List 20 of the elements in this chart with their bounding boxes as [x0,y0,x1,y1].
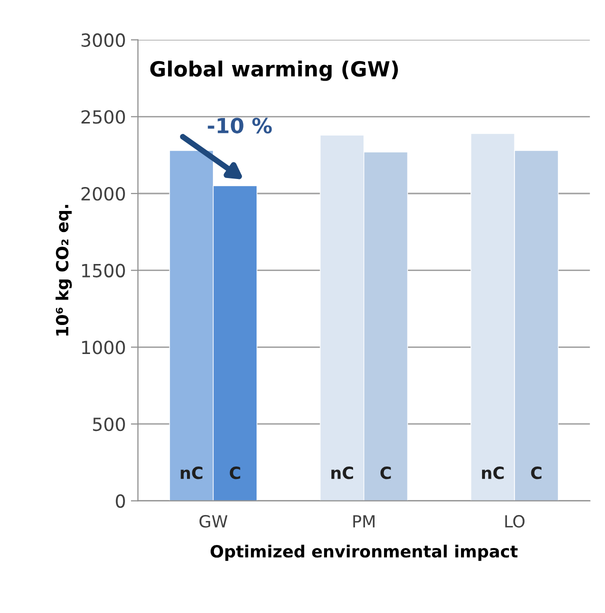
y-tick-label: 2500 [82,110,125,124]
text: nC [482,466,504,480]
text: nC [180,466,202,480]
y-tick-label: 500 [93,417,125,432]
series-label: nC [331,466,354,480]
y-tick-label: 1500 [82,264,125,278]
y-tick-label: 0 [116,494,125,508]
y-tick-label: 3000 [82,33,125,47]
y-tick-label: 2000 [82,186,125,201]
x-tick-label: LO [505,515,525,528]
series-label: C [230,466,240,480]
y-axis-title: 10⁶ kg CO₂ eq. [56,204,72,336]
x-axis-title: Optimized environmental impact [210,544,518,561]
x-tick-label: PM [353,515,374,528]
y-tick-label: 1000 [82,340,125,354]
text: C [531,466,542,480]
text: Global warming (GW) [150,60,398,81]
annotation: -10 % [208,118,272,134]
text: C [380,466,391,480]
x-tick-label: GW [200,515,228,528]
